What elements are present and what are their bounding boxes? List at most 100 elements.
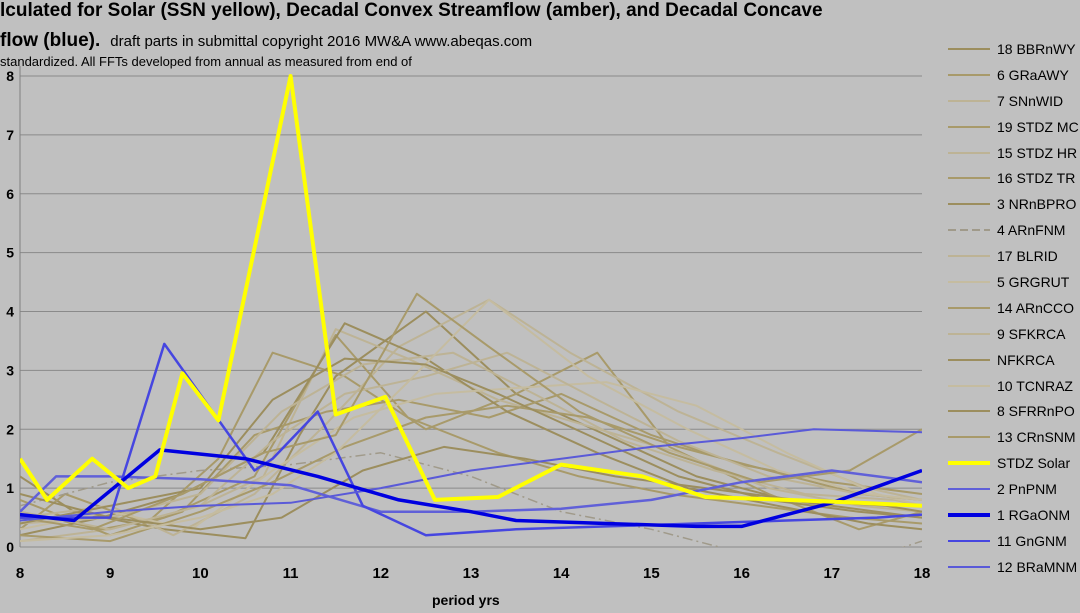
legend-label: 2 PnPNM (997, 481, 1057, 498)
series-line-12-bramnm (20, 428, 922, 522)
legend-item: 3 NRnBPRO (948, 191, 1080, 217)
legend-swatch (948, 358, 990, 361)
x-tick-label: 12 (372, 565, 389, 582)
legend-item: 16 STDZ TR (948, 165, 1080, 191)
x-tick-label: 8 (16, 565, 24, 582)
legend-label: 15 STDZ HR (997, 144, 1078, 161)
y-tick-label: 0 (6, 539, 14, 555)
y-tick-label: 1 (6, 480, 14, 496)
legend-label: 16 STDZ TR (997, 170, 1076, 187)
legend-label: 6 GRaAWY (997, 66, 1069, 83)
legend-swatch (948, 513, 990, 517)
legend-swatch (948, 255, 990, 258)
legend-swatch (948, 73, 990, 76)
legend-swatch (948, 125, 990, 128)
legend-item: 7 SNnWID (948, 88, 1080, 114)
legend-item: 8 SFRRnPO (948, 398, 1080, 424)
legend-item: 9 SFKRCA (948, 321, 1080, 347)
legend-label: 14 ARnCCO (997, 299, 1075, 316)
series-line-8-sfrrnpo (20, 357, 922, 525)
series-line-stdz-solar (20, 74, 922, 508)
legend-label: 1 RGaONM (997, 506, 1071, 523)
x-tick-label: 16 (733, 565, 750, 582)
legend-swatch (948, 384, 990, 387)
legend-swatch (948, 203, 990, 206)
x-tick-label: 18 (914, 565, 931, 582)
legend-item: 10 TCNRAZ (948, 373, 1080, 399)
x-tick-label: 17 (823, 565, 840, 582)
legend-item: STDZ Solar (948, 450, 1080, 476)
legend-item: 14 ARnCCO (948, 295, 1080, 321)
chart-title: lculated for Solar (SSN yellow), Decadal… (0, 0, 823, 21)
x-tick-label: 15 (643, 565, 660, 582)
legend-item: 4 ARnFNM (948, 217, 1080, 243)
legend-swatch (948, 332, 990, 335)
legend-swatch (948, 280, 990, 283)
x-tick-label: 13 (463, 565, 480, 582)
legend-label: 5 GRGRUT (997, 273, 1070, 290)
legend-item: 1 RGaONM (948, 502, 1080, 528)
x-tick-label: 10 (192, 565, 209, 582)
series-line-16-stdz-tr (20, 334, 922, 531)
series-line-1-rgaonm (20, 448, 922, 529)
legend-label: 8 SFRRnPO (997, 403, 1075, 420)
legend-label: 4 ARnFNM (997, 222, 1066, 239)
legend-item: 2 PnPNM (948, 476, 1080, 502)
legend-swatch (948, 177, 990, 180)
legend-label: 13 CRnSNM (997, 429, 1076, 446)
x-tick-label: 9 (106, 565, 114, 582)
legend: 18 BBRnWY 6 GRaAWY 7 SNnWID 19 STDZ MC 15 ST… (948, 36, 1080, 580)
y-tick-label: 2 (6, 421, 14, 437)
legend-swatch (948, 565, 990, 568)
legend-label: 9 SFKRCA (997, 325, 1066, 342)
chart-subtitle: standardized. All FFTs developed from an… (0, 54, 412, 69)
legend-label: 18 BBRnWY (997, 40, 1076, 57)
x-tick-label: 11 (283, 565, 299, 582)
legend-swatch (948, 47, 990, 50)
legend-item: NFKRCA (948, 347, 1080, 373)
y-tick-label: 8 (6, 68, 14, 84)
legend-swatch (948, 306, 990, 309)
legend-label: 19 STDZ MC (997, 118, 1079, 135)
legend-item: 5 GRGRUT (948, 269, 1080, 295)
legend-item: 6 GRaAWY (948, 62, 1080, 88)
legend-item: 19 STDZ MC (948, 114, 1080, 140)
y-tick-label: 6 (6, 186, 14, 202)
legend-label: NFKRCA (997, 351, 1055, 368)
series-line-2-pnpnm (20, 469, 922, 513)
y-tick-label: 5 (6, 245, 14, 261)
legend-label: 12 BRaMNM (997, 558, 1078, 575)
chart-title-line-2: flow (blue). draft parts in submittal cop… (0, 30, 532, 52)
y-tick-label: 4 (6, 304, 14, 320)
legend-swatch (948, 487, 990, 491)
legend-item: 17 BLRID (948, 243, 1080, 269)
series-lines (20, 74, 922, 547)
legend-label: 11 GnGNM (997, 532, 1067, 549)
legend-item: 13 CRnSNM (948, 424, 1080, 450)
y-tick-label: 7 (6, 127, 14, 143)
legend-label: 17 BLRID (997, 248, 1058, 265)
legend-label: 3 NRnBPRO (997, 196, 1077, 213)
legend-item: 12 BRaMNM (948, 554, 1080, 580)
legend-label: 10 TCNRAZ (997, 377, 1073, 394)
title-bold-part: flow (blue). (0, 30, 101, 51)
legend-item: 11 GnGNM (948, 528, 1080, 554)
legend-swatch (948, 229, 990, 232)
legend-swatch (948, 410, 990, 413)
series-line-13-crnsnm (20, 292, 922, 531)
series-line-17-blrid (20, 351, 922, 525)
legend-swatch (948, 99, 990, 102)
legend-swatch (948, 539, 990, 543)
legend-swatch (948, 151, 990, 154)
series-line-14-arncco (20, 404, 922, 543)
y-tick-label: 3 (6, 362, 14, 378)
legend-item: 18 BBRnWY (948, 36, 1080, 62)
title-credit: draft parts in submittal copyright 2016 … (110, 33, 533, 50)
series-line-15-stdz-hr (20, 298, 922, 537)
x-axis-label: period yrs (432, 592, 500, 608)
series-line-11-gngnm (20, 342, 922, 537)
series-line-3-nrnbpro (20, 322, 922, 537)
legend-label: 7 SNnWID (997, 92, 1064, 109)
